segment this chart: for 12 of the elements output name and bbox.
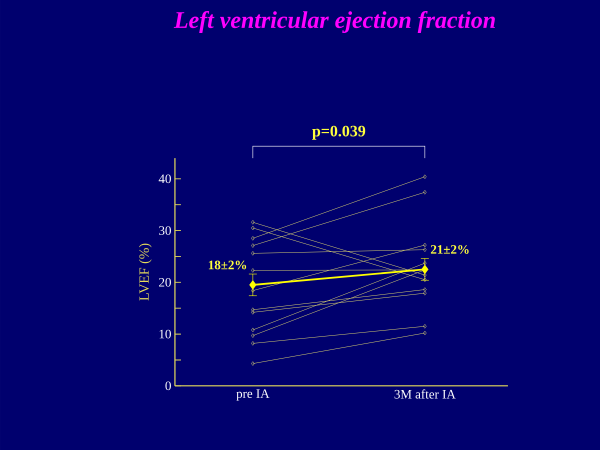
annotation: 18±2% [208, 260, 246, 270]
text: p=0.039 [312, 126, 366, 140]
chart-title: Left ventricular ejection fraction [174, 11, 495, 33]
y-tick-label: 0 [165, 381, 171, 390]
annotation: 21±2% [430, 245, 469, 254]
y-tick-label: 40 [158, 174, 171, 184]
x-tick-label: 3M after IA [394, 389, 456, 399]
y-tick-label: 30 [159, 226, 171, 235]
y-tick-label: 10 [160, 330, 171, 338]
x-tick-label: pre IA [236, 389, 270, 401]
y-axis-title: LVEF (%) [138, 244, 152, 301]
y-tick-label: 20 [159, 278, 171, 287]
